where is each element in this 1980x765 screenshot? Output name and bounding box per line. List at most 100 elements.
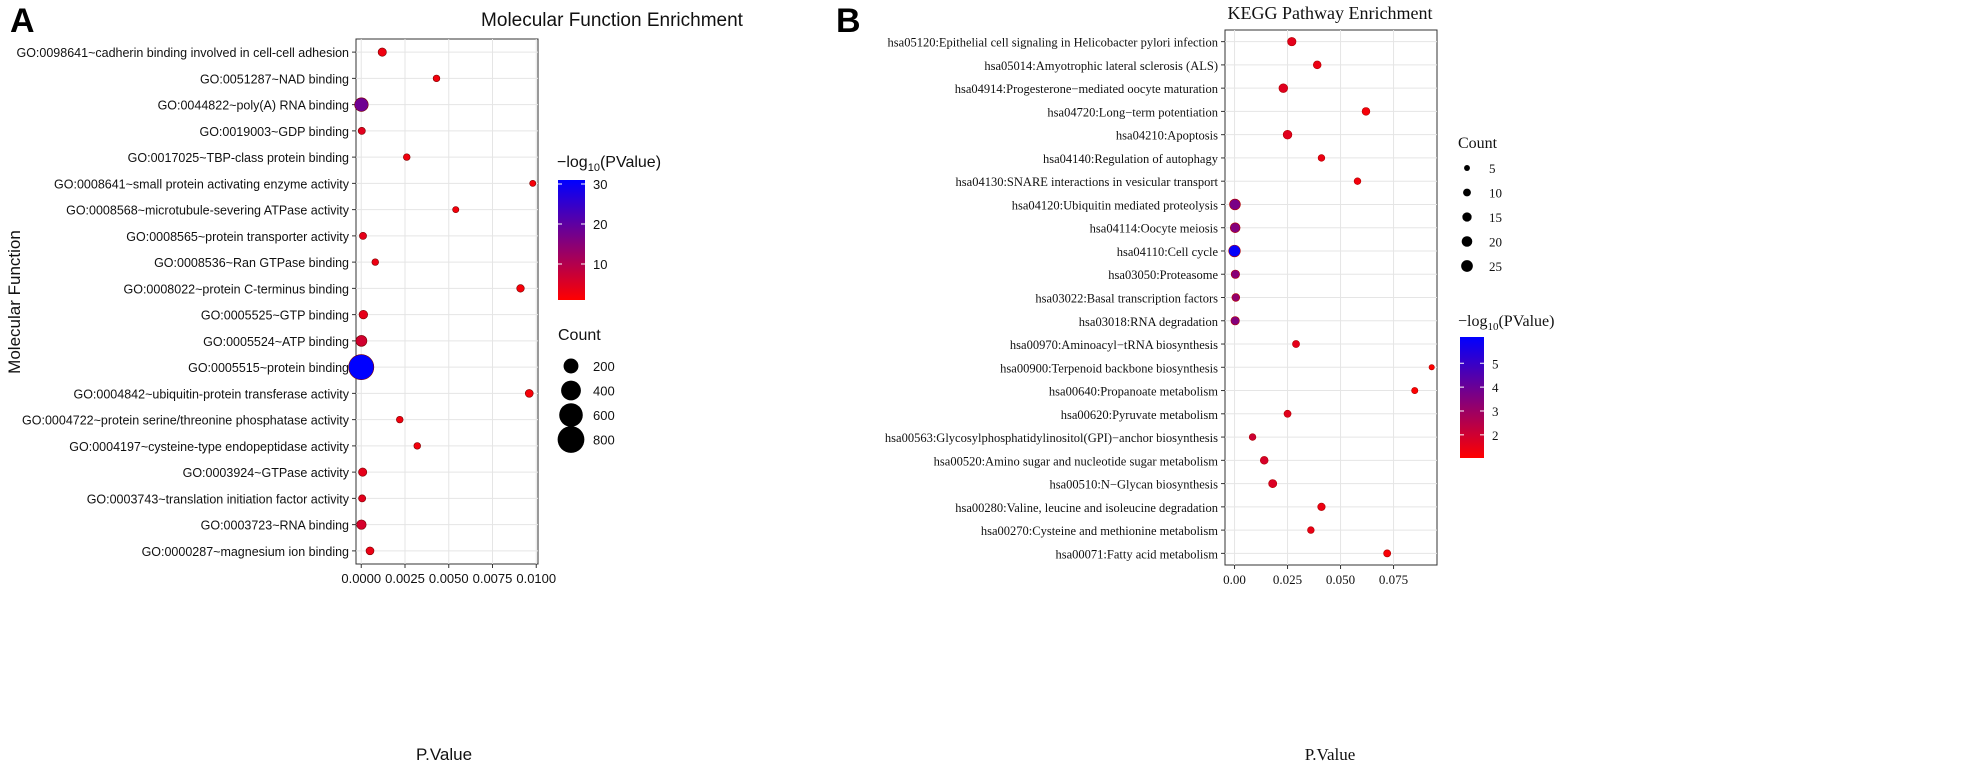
chart-a-category-label: GO:0004842~ubiquitin-protein transferase… [73, 387, 349, 401]
chart-b-color-legend-title: −log10(PValue) [1458, 313, 1554, 333]
chart-b-data-point [1292, 340, 1300, 348]
chart-b-x-tick-label: 0.00 [1223, 572, 1246, 587]
chart-a-xlabel: P.Value [416, 745, 472, 764]
chart-b-data-point [1248, 433, 1257, 441]
chart-a-size-legend-dot [557, 426, 585, 453]
chart-a-color-bar [558, 180, 585, 300]
chart-b-category-label: hsa05120:Epithelial cell signaling in He… [888, 36, 1219, 50]
chart-b-title: KEGG Pathway Enrichment [1228, 3, 1433, 23]
chart-a-category-label: GO:0019003~GDP binding [199, 125, 349, 139]
chart-b-size-legend-label: 20 [1489, 235, 1502, 250]
chart-a-category-label: GO:0098641~cadherin binding involved in … [16, 46, 349, 60]
chart-b-size-legend-dot [1463, 188, 1471, 197]
chart-a-data-point [357, 126, 366, 135]
chart-b-data-point [1383, 549, 1392, 558]
chart-a-data-point [403, 153, 411, 161]
chart-b-category-label: hsa00520:Amino sugar and nucleotide suga… [934, 454, 1219, 468]
chart-b-data-point [1229, 222, 1241, 233]
chart-b-category-label: hsa04120:Ubiquitin mediated proteolysis [1012, 198, 1218, 212]
chart-a-category-label: GO:0008536~Ran GTPase binding [154, 256, 349, 270]
chart-a-category-label: GO:0000287~magnesium ion binding [142, 545, 349, 559]
chart-a-color-bar-label: 10 [593, 257, 607, 272]
chart-b-data-point [1317, 154, 1326, 162]
chart-b-size-legend-dot [1464, 165, 1470, 171]
chart-a-data-point [358, 310, 368, 320]
chart-a-x-tick-label: 0.0075 [473, 571, 513, 586]
chart-b-color-bar-label: 5 [1492, 356, 1499, 371]
chart-a-data-point [365, 546, 375, 556]
chart-a-x-tick-label: 0.0100 [516, 571, 556, 586]
chart-a-category-label: GO:0003924~GTPase activity [183, 466, 350, 480]
chart-b-category-label: hsa04130:SNARE interactions in vesicular… [956, 175, 1219, 189]
chart-a-color-legend-title: −log10(PValue) [557, 154, 661, 174]
chart-a-data-point [377, 47, 387, 57]
chart-b-color-legend-title-prefix: −log [1458, 313, 1487, 330]
chart-a-color-bar-label: 20 [593, 217, 607, 232]
chart-b-color-legend-title-suffix: (PValue) [1498, 313, 1554, 330]
chart-a-x-tick-label: 0.0000 [341, 571, 381, 586]
chart-a-category-label: GO:0003723~RNA binding [201, 519, 349, 533]
chart-a-x-tick-label: 0.0050 [429, 571, 469, 586]
chart-a-data-point [396, 415, 404, 424]
chart-b-data-point [1282, 129, 1293, 140]
chart-b-category-label: hsa00270:Cysteine and methionine metabol… [981, 524, 1218, 538]
chart-b-data-point [1287, 37, 1297, 47]
chart-a-data-point [452, 206, 460, 214]
chart-a-plot-area [355, 38, 539, 565]
chart-a-data-point [432, 74, 441, 83]
chart-a-data-point [355, 335, 368, 347]
chart-a-size-legend-label: 200 [593, 359, 615, 374]
chart-b-x-tick-label: 0.050 [1326, 572, 1355, 587]
chart-b-category-label: hsa00640:Propanoate metabolism [1049, 385, 1218, 399]
chart-b-data-point [1428, 364, 1435, 371]
chart-a-color-bar-label: 30 [593, 177, 607, 192]
chart-b-color-legend-title-sub: 10 [1487, 321, 1499, 333]
chart-b-size-legend-title: Count [1458, 135, 1498, 152]
chart-b-size-legend-label: 10 [1489, 186, 1502, 201]
panel-b-letter: B [836, 2, 861, 40]
chart-a-category-label: GO:0003743~translation initiation factor… [87, 492, 350, 506]
chart-a-category-label: GO:0005515~protein binding [188, 361, 349, 375]
chart-b-category-label: hsa00900:Terpenoid backbone biosynthesis [1000, 361, 1218, 375]
chart-a-size-legend-title: Count [558, 327, 601, 344]
chart-a-category-label: GO:0008022~protein C-terminus binding [124, 282, 350, 296]
chart-b-xlabel: P.Value [1305, 745, 1356, 764]
chart-b-size-legend-label: 15 [1489, 210, 1502, 225]
chart-a-size-legend-dot [561, 380, 581, 401]
chart-b-marks: 0.00 0.025 0.050 0.075 hsa05120:Epithelial c… [885, 29, 1502, 587]
chart-a-data-point [354, 97, 369, 112]
chart-b-category-label: hsa00620:Pyruvate metabolism [1061, 408, 1219, 422]
chart-b-category-label: hsa03022:Basal transcription factors [1035, 292, 1218, 306]
chart-a-data-point [356, 519, 367, 530]
chart-a-data-point [516, 284, 525, 293]
chart-b-data-point [1268, 479, 1278, 488]
chart-b-category-label: hsa04914:Progesterone−mediated oocyte ma… [955, 82, 1219, 96]
chart-b-data-point [1317, 502, 1326, 511]
chart-b-data-point [1230, 269, 1240, 279]
chart-b-category-label: hsa04210:Apoptosis [1116, 129, 1218, 143]
chart-a-size-legend-label: 600 [593, 408, 615, 423]
chart-a-category-label: GO:0008568~microtubule-severing ATPase a… [66, 204, 350, 218]
chart-a-data-point [529, 179, 537, 187]
chart-a-data-point [413, 442, 421, 450]
chart-b-category-label: hsa04140:Regulation of autophagy [1043, 152, 1219, 166]
chart-a-data-point [524, 389, 534, 398]
chart-a-category-label: GO:0005524~ATP binding [203, 335, 349, 349]
chart-a-data-point [359, 231, 367, 240]
chart-a-size-legend-label: 400 [593, 384, 615, 399]
chart-b-category-label: hsa03050:Proteasome [1108, 268, 1218, 282]
chart-a-size-legend-label: 800 [593, 433, 615, 448]
chart-b-data-point [1230, 316, 1240, 326]
chart-a-size-legend-dot [563, 358, 579, 374]
chart-b-size-legend-dot [1461, 260, 1473, 272]
chart-b-category-label: hsa00563:Glycosylphosphatidylinositol(GP… [885, 431, 1218, 445]
chart-a-color-legend-title-sub: 10 [588, 162, 600, 174]
chart-b-category-label: hsa05014:Amyotrophic lateral sclerosis (… [984, 59, 1218, 73]
chart-a-category-label: GO:0044822~poly(A) RNA binding [158, 99, 349, 113]
chart-a-data-point [358, 494, 367, 503]
chart-b-size-legend-label: 25 [1489, 259, 1502, 274]
chart-b-size-legend-dot [1461, 236, 1473, 247]
